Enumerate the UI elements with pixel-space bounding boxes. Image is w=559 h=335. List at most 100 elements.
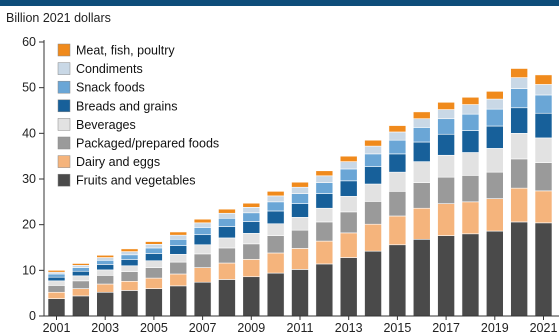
bar-segment — [266, 223, 285, 236]
bar-segment — [169, 234, 188, 240]
bar-segment — [364, 201, 382, 225]
bar-segment — [291, 186, 309, 194]
bar-segment — [437, 154, 455, 178]
x-tick-label: 2021 — [530, 321, 558, 335]
bar-segment — [242, 207, 261, 214]
bar-segment — [485, 91, 504, 100]
bar-segment — [485, 171, 504, 199]
bar-segment — [364, 153, 382, 167]
bar-segment — [461, 130, 480, 153]
bar-segment — [315, 207, 334, 223]
bar-segment — [169, 285, 188, 317]
bar-segment — [120, 280, 139, 291]
bar-segment — [145, 241, 163, 245]
bar-segment — [242, 276, 261, 317]
bar-segment — [120, 248, 139, 252]
bar-stack-2007 — [193, 218, 212, 317]
bar-segment — [193, 222, 212, 228]
bar-segment — [510, 107, 528, 134]
y-tick-label: 60 — [22, 35, 36, 49]
bar-segment — [437, 176, 455, 204]
bar-segment — [437, 235, 455, 317]
bar-stack-2002 — [72, 263, 90, 317]
bar-segment — [364, 166, 382, 185]
bar-segment — [437, 203, 455, 236]
bar-segment — [461, 152, 480, 176]
bar-segment — [218, 226, 236, 239]
bar-segment — [315, 263, 334, 317]
bar-segment — [437, 101, 455, 110]
bar-segment — [291, 203, 309, 218]
bar-segment — [242, 243, 261, 260]
bar-segment — [145, 247, 163, 254]
bar-segment — [266, 210, 285, 225]
y-tick-label: 40 — [22, 126, 36, 140]
bar-segment — [461, 175, 480, 203]
bar-stack-2012 — [315, 170, 334, 317]
top-band — [0, 0, 559, 6]
bar-stack-2018 — [461, 96, 480, 317]
bar-segment — [193, 244, 212, 255]
bar-stack-2006 — [169, 231, 188, 317]
bar-segment — [169, 273, 188, 287]
bar-segment — [412, 161, 431, 183]
legend-swatch — [57, 136, 71, 150]
x-tick-label: 2003 — [91, 321, 119, 335]
legend-item: Packaged/prepared foods — [57, 136, 219, 151]
bar-segment — [266, 252, 285, 274]
bar-segment — [461, 201, 480, 235]
bar-segment — [510, 158, 528, 189]
bar-segment — [534, 162, 553, 192]
bar-segment — [485, 98, 504, 110]
bar-segment — [388, 153, 407, 173]
bar-segment — [485, 148, 504, 173]
bar-segment — [266, 272, 285, 317]
legend-label: Meat, fish, poultry — [76, 44, 175, 58]
bar-segment — [242, 212, 261, 222]
legend-swatch — [57, 155, 71, 168]
bar-segment — [193, 218, 212, 224]
legend-item: Snack foods — [57, 80, 145, 95]
bar-segment — [461, 233, 480, 317]
y-tick-label: 30 — [22, 172, 36, 186]
bar-segment — [145, 244, 163, 249]
bar-stack-2003 — [96, 254, 114, 317]
bar-segment — [169, 261, 188, 275]
bar-stack-2016 — [412, 111, 431, 317]
bar-segment — [461, 113, 480, 131]
x-tick-label: 2009 — [237, 321, 265, 335]
y-tick-label: 0 — [29, 309, 36, 323]
bar-segment — [218, 262, 236, 280]
legend-swatch — [57, 118, 71, 131]
bar-segment — [534, 190, 553, 224]
bar-segment — [412, 182, 431, 209]
legend-label: Condiments — [76, 62, 143, 76]
legend-swatch — [57, 80, 71, 94]
bar-stack-2008 — [218, 208, 236, 317]
bar-stack-2021 — [534, 74, 553, 317]
bar-segment — [339, 180, 358, 197]
bar-segment — [47, 270, 66, 273]
y-axis: 0 10 20 30 40 50 60 — [22, 35, 45, 323]
bar-segment — [72, 265, 90, 268]
legend-item: Breads and grains — [57, 99, 177, 113]
legend-item: Meat, fish, poultry — [57, 44, 175, 58]
bar-segment — [510, 68, 528, 78]
legend-swatch — [57, 99, 71, 113]
bar-segment — [315, 193, 334, 209]
bar-segment — [485, 108, 504, 127]
bar-segment — [145, 277, 163, 289]
y-axis-label: Billion 2021 dollars — [6, 11, 111, 25]
bar-segment — [218, 208, 236, 214]
bar-stack-2014 — [364, 139, 382, 317]
bar-stack-2009 — [242, 202, 261, 317]
bar-segment — [315, 221, 334, 242]
x-tick-label: 2011 — [287, 321, 314, 335]
y-tick-label: 10 — [22, 263, 36, 277]
y-tick-label: 50 — [22, 81, 36, 95]
legend-background — [52, 40, 242, 193]
bar-segment — [266, 201, 285, 212]
bar-segment — [266, 235, 285, 254]
bar-segment — [193, 281, 212, 317]
bar-segment — [47, 276, 66, 282]
